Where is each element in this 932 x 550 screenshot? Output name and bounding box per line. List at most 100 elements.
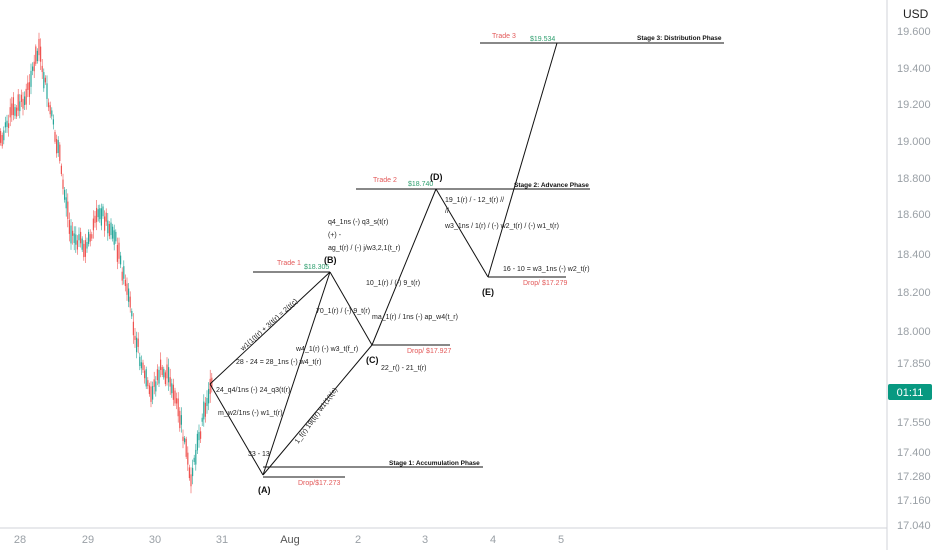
x-tick-label: 5: [558, 534, 564, 546]
candle: [126, 283, 128, 295]
candle: [204, 402, 206, 417]
candle: [78, 234, 80, 241]
y-tick-label: 18.800: [897, 173, 931, 185]
trade3-price: $19.534: [530, 36, 555, 43]
wave-line-a-c[interactable]: [262, 344, 373, 476]
candle: [36, 50, 38, 62]
candle: [174, 390, 176, 404]
candle: [147, 380, 149, 387]
y-tick-label: 17.850: [897, 358, 931, 370]
current-price-badge: [888, 384, 932, 400]
candle: [27, 82, 29, 90]
candle: [83, 243, 85, 258]
candle: [121, 271, 123, 281]
wave-line-c-d[interactable]: [371, 188, 437, 346]
drop-c-label: Drop/ $17.927: [407, 348, 451, 355]
formula-slash: //: [445, 208, 449, 215]
wave-line-d-e[interactable]: [435, 188, 489, 278]
candle: [72, 230, 74, 236]
wave-line-start-b[interactable]: [209, 271, 331, 385]
candle: [184, 438, 186, 443]
candle: [91, 234, 93, 239]
candle: [195, 449, 197, 465]
candle: [118, 242, 120, 259]
candle: [164, 372, 166, 385]
candle: [70, 225, 72, 244]
candle: [4, 122, 6, 128]
formula-16: 16 - 10 = w3_1ns (-) w2_t(r): [503, 266, 590, 273]
candle: [150, 386, 152, 402]
candle: [46, 83, 48, 99]
candle: [200, 431, 202, 439]
point-e-label: (E): [482, 287, 494, 297]
wave-line-b-c[interactable]: [329, 271, 373, 346]
candle: [52, 119, 54, 125]
y-tick-label: 18.200: [897, 287, 931, 299]
y-tick-label: 19.000: [897, 136, 931, 148]
candle: [163, 368, 165, 378]
formula-10: 10_1(r) / (-) 9_t(r): [366, 280, 420, 287]
candle: [94, 215, 96, 223]
formula-70: 70_1(r) / (-) 9_t(r): [316, 308, 370, 315]
candle: [14, 107, 16, 116]
candle: [120, 255, 122, 265]
formula-22: 22_r() - 21_t(r): [381, 365, 427, 372]
x-tick-label: Aug: [280, 534, 300, 546]
candles-series: [0, 32, 213, 494]
trade3-label: Trade 3: [492, 33, 516, 40]
candle: [140, 362, 142, 369]
candle: [6, 120, 8, 127]
candle: [145, 369, 147, 387]
candle: [68, 220, 70, 234]
candle: [116, 244, 118, 262]
candle: [65, 197, 67, 209]
wave-line-a-b[interactable]: [262, 271, 331, 476]
candle: [182, 436, 184, 441]
candle: [192, 467, 194, 477]
point-b-label: (B): [324, 255, 337, 265]
trade1-price: $18.305: [304, 264, 329, 271]
wave-line-start-a[interactable]: [209, 383, 264, 476]
x-tick-label: 4: [490, 534, 496, 546]
y-tick-label: 19.200: [897, 99, 931, 111]
y-tick-label: 18.600: [897, 209, 931, 221]
candle: [49, 105, 51, 115]
candle: [152, 386, 154, 400]
formula-28: 28 - 24 = 28_1ns (-) w4_t(r): [236, 359, 321, 366]
candle: [179, 410, 181, 429]
current-price-badge-text: 01:11: [897, 387, 924, 399]
candle: [196, 433, 198, 451]
candle: [9, 107, 11, 118]
candle: [32, 66, 34, 71]
candle: [60, 165, 62, 174]
trade2-label: Trade 2: [373, 177, 397, 184]
formula-w1: w1(1(t(r) + 3(t(r) = 2(t(c): [239, 298, 299, 353]
candle: [209, 378, 211, 394]
candle: [20, 94, 22, 102]
candle: [123, 266, 125, 279]
candle: [99, 208, 101, 220]
candle: [136, 337, 138, 353]
candle: [97, 209, 99, 218]
candle: [113, 230, 115, 245]
candle: [155, 381, 157, 392]
wave-line-e-top[interactable]: [487, 42, 558, 278]
candle: [56, 138, 58, 154]
point-a-label: (A): [258, 485, 271, 495]
x-tick-label: 31: [216, 534, 228, 546]
candle: [48, 102, 50, 108]
candle: [142, 362, 144, 371]
wave-lines[interactable]: [209, 42, 724, 478]
formula-w4: w4_1(r) (-) w3_t(f_r): [295, 346, 358, 353]
candle: [35, 46, 37, 64]
candle: [12, 97, 14, 116]
candle: [148, 385, 150, 395]
x-tick-label: 2: [355, 534, 361, 546]
candle: [104, 216, 106, 231]
candle: [102, 206, 104, 217]
candle: [17, 94, 19, 111]
x-tick-label: 29: [82, 534, 94, 546]
candle: [84, 240, 86, 257]
candle: [0, 131, 2, 143]
